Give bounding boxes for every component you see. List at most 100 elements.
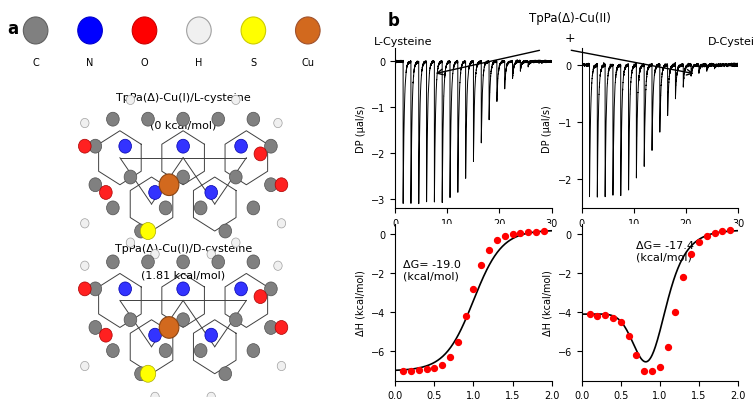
Y-axis label: DP (μal/s): DP (μal/s) xyxy=(355,105,366,152)
Circle shape xyxy=(142,113,154,127)
Circle shape xyxy=(81,119,89,128)
Circle shape xyxy=(247,344,260,358)
Circle shape xyxy=(247,201,260,215)
Circle shape xyxy=(254,290,267,304)
Point xyxy=(646,368,658,374)
Point xyxy=(584,311,596,318)
Circle shape xyxy=(89,321,102,335)
Text: TpPa(Δ)-Cu(I)/D-cysteine: TpPa(Δ)-Cu(I)/D-cysteine xyxy=(114,243,252,253)
Point xyxy=(693,239,705,245)
Point xyxy=(530,229,542,235)
Circle shape xyxy=(254,147,267,162)
Circle shape xyxy=(207,392,215,401)
Circle shape xyxy=(159,344,172,358)
Point xyxy=(639,368,651,374)
Point xyxy=(654,364,666,370)
Circle shape xyxy=(135,367,148,381)
Circle shape xyxy=(78,18,102,45)
Circle shape xyxy=(219,367,232,381)
Text: L-Cysteine: L-Cysteine xyxy=(373,36,432,47)
Point xyxy=(436,362,448,369)
Point xyxy=(607,315,619,322)
Point xyxy=(507,231,519,238)
Point xyxy=(538,228,550,235)
Point xyxy=(483,247,495,254)
Circle shape xyxy=(81,262,89,271)
Point xyxy=(397,368,409,374)
Point xyxy=(700,233,712,240)
Point xyxy=(428,365,441,371)
Circle shape xyxy=(247,255,260,269)
Point xyxy=(709,230,721,237)
Circle shape xyxy=(107,344,119,358)
Text: (0 kcal/mol): (0 kcal/mol) xyxy=(150,120,216,130)
Circle shape xyxy=(89,140,102,154)
Point xyxy=(630,352,642,358)
Circle shape xyxy=(277,219,285,228)
X-axis label: Time (Min): Time (Min) xyxy=(447,234,499,244)
X-axis label: Time (Min): Time (Min) xyxy=(634,234,686,244)
Point xyxy=(724,227,736,234)
Circle shape xyxy=(159,201,172,215)
Circle shape xyxy=(81,219,89,228)
Point xyxy=(614,319,626,326)
Circle shape xyxy=(194,344,207,358)
Circle shape xyxy=(78,282,91,296)
Point xyxy=(444,354,456,360)
Circle shape xyxy=(107,201,119,215)
Circle shape xyxy=(177,113,190,127)
Text: (1.81 kcal/mol): (1.81 kcal/mol) xyxy=(141,270,225,280)
Point xyxy=(662,344,674,351)
Circle shape xyxy=(81,362,89,371)
Circle shape xyxy=(247,113,260,127)
Circle shape xyxy=(177,140,190,154)
Circle shape xyxy=(135,224,148,239)
Circle shape xyxy=(235,140,248,154)
Circle shape xyxy=(205,328,218,342)
Circle shape xyxy=(140,365,156,382)
Point xyxy=(413,367,425,373)
Circle shape xyxy=(119,282,132,296)
Circle shape xyxy=(212,113,224,127)
Text: ΔG= -19.0
(kcal/mol): ΔG= -19.0 (kcal/mol) xyxy=(403,259,461,281)
Point xyxy=(459,313,471,320)
Circle shape xyxy=(140,223,156,240)
Circle shape xyxy=(142,255,154,269)
Circle shape xyxy=(148,328,161,342)
Circle shape xyxy=(264,282,277,296)
Text: S: S xyxy=(250,58,257,68)
Point xyxy=(599,312,611,319)
Circle shape xyxy=(205,186,218,200)
Circle shape xyxy=(107,255,119,269)
Y-axis label: DP (μal/s): DP (μal/s) xyxy=(542,105,552,152)
Point xyxy=(716,228,728,235)
Circle shape xyxy=(264,140,277,154)
Circle shape xyxy=(274,119,282,128)
Text: H: H xyxy=(195,58,203,68)
Circle shape xyxy=(235,282,248,296)
Text: O: O xyxy=(141,58,148,68)
Circle shape xyxy=(177,255,190,269)
Circle shape xyxy=(275,178,288,192)
Circle shape xyxy=(151,250,159,259)
Circle shape xyxy=(230,313,242,327)
Point xyxy=(677,274,689,281)
Point xyxy=(685,251,697,257)
Circle shape xyxy=(275,321,288,335)
Circle shape xyxy=(177,313,190,327)
Text: N: N xyxy=(87,58,93,68)
Circle shape xyxy=(219,224,232,239)
Point xyxy=(468,286,480,292)
Circle shape xyxy=(127,96,135,105)
Circle shape xyxy=(99,328,112,342)
Circle shape xyxy=(148,186,161,200)
Circle shape xyxy=(159,175,179,196)
Circle shape xyxy=(241,18,266,45)
Circle shape xyxy=(89,282,102,296)
Point xyxy=(623,333,635,339)
Circle shape xyxy=(107,113,119,127)
Point xyxy=(405,368,417,374)
Point xyxy=(475,262,487,269)
Circle shape xyxy=(207,250,215,259)
Y-axis label: ΔH (kcal/mol): ΔH (kcal/mol) xyxy=(355,270,366,336)
